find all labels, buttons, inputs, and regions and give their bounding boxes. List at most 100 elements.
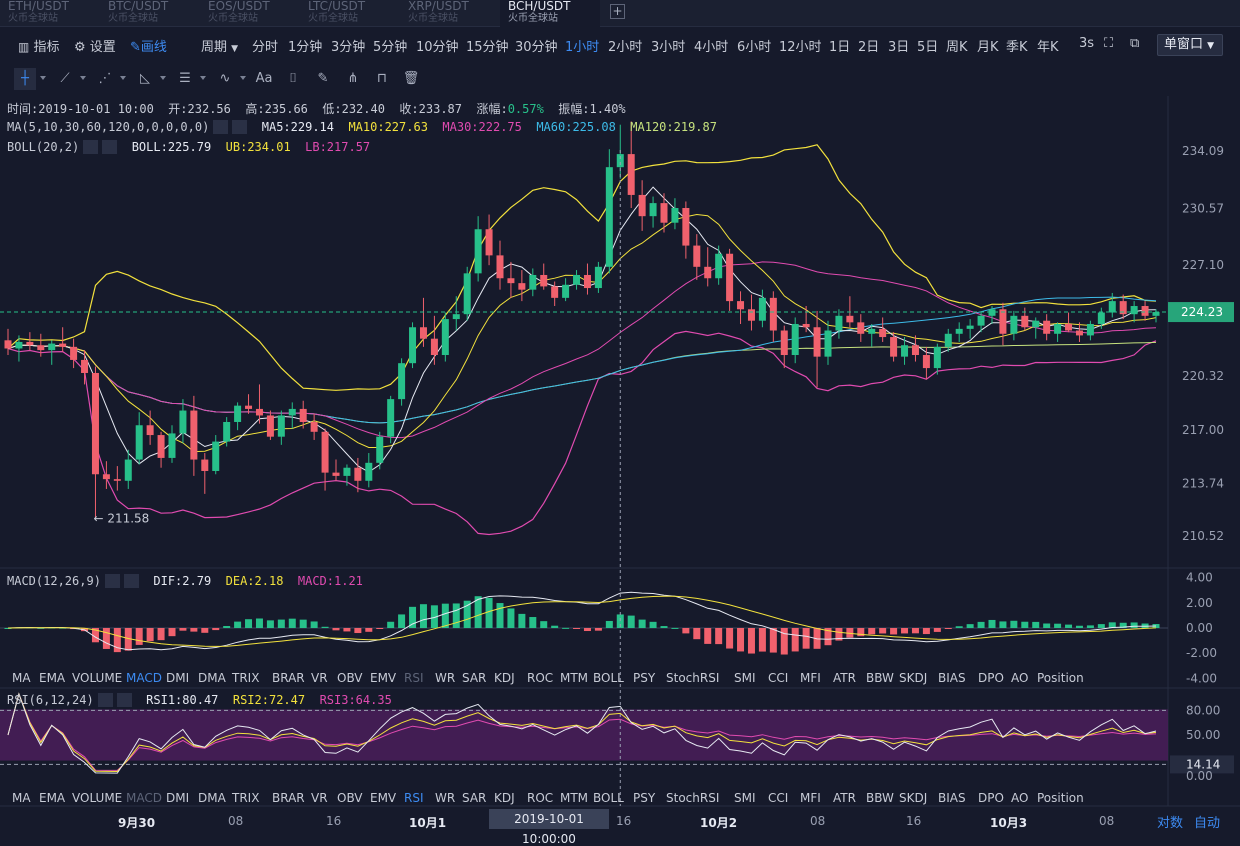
indicator-tab-sar[interactable]: SAR — [462, 671, 487, 685]
period-option[interactable]: 3分钟 — [331, 40, 366, 55]
indicator-tab-dmi[interactable]: DMI — [166, 671, 190, 685]
gear-icon[interactable] — [213, 119, 229, 134]
indicator-tab-wr[interactable]: WR — [435, 671, 456, 685]
indicator-tab-obv[interactable]: OBV — [337, 671, 363, 685]
period-dropdown[interactable]: 周期 ▼ — [201, 36, 238, 55]
tab-eos-usdt[interactable]: EOS/USDT 火币全球站 — [200, 0, 300, 27]
gear-icon[interactable] — [83, 139, 99, 154]
text-icon[interactable]: Aa — [255, 71, 273, 86]
indicator-tab-dpo[interactable]: DPO — [978, 791, 1004, 805]
indicator-tab-cci[interactable]: CCI — [768, 791, 789, 805]
angle-icon[interactable]: ◺ — [140, 71, 150, 86]
indicator-tab-trix[interactable]: TRIX — [232, 671, 260, 685]
settings-button[interactable]: ⚙ 设置 — [74, 36, 116, 55]
indicator-tab-skdj[interactable]: SKDJ — [899, 671, 928, 685]
fib-icon[interactable]: ⋔ — [347, 71, 359, 86]
indicator-tab-sar[interactable]: SAR — [462, 791, 487, 805]
wave-icon[interactable]: ∿ — [219, 71, 231, 86]
indicator-tab-bbw[interactable]: BBW — [866, 671, 894, 685]
indicator-tab-position[interactable]: Position — [1037, 671, 1084, 685]
window-mode-select[interactable]: 单窗口 ▼ — [1157, 34, 1223, 56]
indicator-tab-dmi[interactable]: DMI — [166, 791, 190, 805]
gear-icon[interactable] — [97, 692, 113, 707]
period-option[interactable]: 30分钟 — [515, 40, 558, 55]
indicator-tab-rsi[interactable]: RSI — [404, 791, 424, 805]
indicator-tab-skdj[interactable]: SKDJ — [899, 791, 928, 805]
indicator-tab-psy[interactable]: PSY — [633, 671, 656, 685]
kline-chart[interactable]: ← 211.58 234.09230.57227.10220.32217.002… — [0, 0, 1240, 808]
rsi-params[interactable]: RSI(6,12,24) — [7, 693, 94, 707]
indicator-tab-vr[interactable]: VR — [311, 791, 328, 805]
period-option[interactable]: 4小时 — [694, 40, 729, 55]
indicator-tab-ma[interactable]: MA — [12, 791, 31, 805]
indicator-tab-rsi[interactable]: RSI — [404, 671, 424, 685]
indicator-tab-kdj[interactable]: KDJ — [494, 671, 515, 685]
close-icon[interactable] — [232, 119, 248, 134]
period-option[interactable]: 5日 — [917, 40, 939, 55]
indicator-tab-boll[interactable]: BOLL — [593, 671, 624, 685]
indicator-tab-stochrsi[interactable]: StochRSI — [666, 791, 720, 805]
add-tab-button[interactable]: + — [610, 4, 625, 19]
indicator-tab-roc[interactable]: ROC — [527, 791, 554, 805]
period-option[interactable]: 1日 — [829, 40, 851, 55]
indicator-tab-brar[interactable]: BRAR — [272, 791, 305, 805]
period-option[interactable]: 10分钟 — [416, 40, 459, 55]
indicator-tab-vr[interactable]: VR — [311, 671, 328, 685]
ma-params[interactable]: MA(5,10,30,60,120,0,0,0,0,0) — [7, 120, 210, 134]
indicator-tab-psy[interactable]: PSY — [633, 791, 656, 805]
indicator-tab-cci[interactable]: CCI — [768, 671, 789, 685]
indicator-tab-volume[interactable]: VOLUME — [72, 791, 123, 805]
period-option[interactable]: 季K — [1006, 40, 1028, 55]
draw-button[interactable]: ✎画线 — [130, 36, 167, 55]
indicator-tab-mtm[interactable]: MTM — [560, 791, 589, 805]
lock-icon[interactable]: ⊓ — [376, 71, 388, 86]
trend-line-icon[interactable]: ⟋ — [60, 71, 70, 86]
indicator-tab-ao[interactable]: AO — [1011, 671, 1029, 685]
auto-scale-button[interactable]: 自动 — [1194, 816, 1221, 831]
channel-icon[interactable]: ☰ — [179, 71, 191, 86]
indicator-tab-bbw[interactable]: BBW — [866, 791, 894, 805]
tab-eth-usdt[interactable]: ETH/USDT 火币全球站 — [0, 0, 100, 27]
caret-down-icon[interactable] — [120, 76, 126, 80]
indicator-tab-boll[interactable]: BOLL — [593, 791, 624, 805]
trash-icon[interactable]: 🗑 — [402, 71, 420, 86]
indicator-tab-macd[interactable]: MACD — [126, 671, 162, 685]
period-option[interactable]: 分时 — [252, 40, 279, 55]
popout-icon[interactable]: ⧉ — [1130, 36, 1140, 51]
period-option[interactable]: 月K — [977, 40, 999, 55]
fullscreen-icon[interactable]: ⛶ — [1104, 36, 1114, 51]
period-option[interactable]: 5分钟 — [373, 40, 408, 55]
caret-down-icon[interactable] — [80, 76, 86, 80]
indicator-tab-smi[interactable]: SMI — [734, 791, 756, 805]
indicator-tab-bias[interactable]: BIAS — [938, 671, 966, 685]
period-option[interactable]: 1分钟 — [288, 40, 323, 55]
caret-down-icon[interactable] — [40, 76, 46, 80]
caret-down-icon[interactable] — [160, 76, 166, 80]
tab-ltc-usdt[interactable]: LTC/USDT 火币全球站 — [300, 0, 400, 27]
indicator-tab-position[interactable]: Position — [1037, 791, 1084, 805]
indicator-tab-kdj[interactable]: KDJ — [494, 791, 515, 805]
indicator-tab-dma[interactable]: DMA — [198, 791, 226, 805]
indicator-tab-emv[interactable]: EMV — [370, 671, 397, 685]
indicator-tab-brar[interactable]: BRAR — [272, 671, 305, 685]
indicator-tab-volume[interactable]: VOLUME — [72, 671, 123, 685]
indicator-tab-atr[interactable]: ATR — [833, 791, 856, 805]
indicators-button[interactable]: ▥ 指标 — [18, 36, 60, 55]
indicator-tab-atr[interactable]: ATR — [833, 671, 856, 685]
indicator-tab-trix[interactable]: TRIX — [232, 791, 260, 805]
crosshair-icon[interactable]: ┼ — [14, 68, 36, 90]
refresh-interval[interactable]: 3s — [1079, 36, 1095, 51]
indicator-tab-ma[interactable]: MA — [12, 671, 31, 685]
tab-xrp-usdt[interactable]: XRP/USDT 火币全球站 — [400, 0, 500, 27]
indicator-tab-bias[interactable]: BIAS — [938, 791, 966, 805]
indicator-tab-mfi[interactable]: MFI — [800, 671, 821, 685]
period-option[interactable]: 15分钟 — [466, 40, 509, 55]
indicator-tab-mtm[interactable]: MTM — [560, 671, 589, 685]
indicator-tab-dpo[interactable]: DPO — [978, 671, 1004, 685]
period-option[interactable]: 周K — [946, 40, 968, 55]
caret-down-icon[interactable] — [240, 76, 246, 80]
tab-bch-usdt[interactable]: BCH/USDT 火币全球站 — [500, 0, 600, 27]
macd-params[interactable]: MACD(12,26,9) — [7, 574, 101, 588]
indicator-tab-ema[interactable]: EMA — [39, 791, 66, 805]
gear-icon[interactable] — [104, 573, 120, 588]
